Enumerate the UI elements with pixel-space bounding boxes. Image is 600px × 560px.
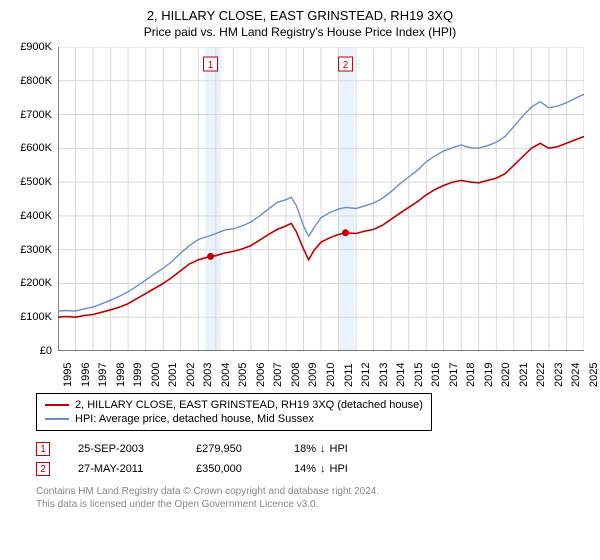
x-tick-label: 2024: [570, 363, 574, 387]
legend-label: HPI: Average price, detached house, Mid …: [75, 413, 314, 425]
x-tick-label: 1999: [132, 363, 136, 387]
chart-subtitle: Price paid vs. HM Land Registry's House …: [12, 25, 588, 39]
event-marker: 2: [36, 462, 50, 476]
x-tick-label: 2018: [465, 363, 469, 387]
x-tick-label: 2020: [500, 363, 504, 387]
x-axis-labels: 1995 1996 1997 1998 1999 2000 2001 2002 2003 2004…: [58, 353, 584, 387]
x-tick-label: 2023: [553, 363, 557, 387]
event-delta-arrow-icon: ↓: [320, 443, 326, 455]
x-tick-label: 2008: [290, 363, 294, 387]
event-delta-arrow-icon: ↓: [320, 463, 326, 475]
x-tick-label: 2011: [343, 363, 347, 387]
y-tick-label: £400K: [20, 210, 52, 222]
svg-text:1: 1: [208, 60, 214, 71]
legend-item: HPI: Average price, detached house, Mid …: [45, 412, 423, 426]
y-tick-label: £100K: [20, 311, 52, 323]
x-tick-label: 2002: [185, 363, 189, 387]
legend-label: 2, HILLARY CLOSE, EAST GRINSTEAD, RH19 3…: [75, 399, 423, 411]
event-delta: 14% ↓ HPI: [294, 463, 348, 475]
event-price: £279,950: [196, 443, 266, 455]
legend-item: 2, HILLARY CLOSE, EAST GRINSTEAD, RH19 3…: [45, 398, 423, 412]
event-delta-vs: HPI: [330, 443, 348, 455]
x-tick-label: 2004: [220, 363, 224, 387]
event-date: 25-SEP-2003: [78, 443, 168, 455]
x-tick-label: 2014: [395, 363, 399, 387]
x-tick-label: 1995: [62, 363, 66, 387]
event-date: 27-MAY-2011: [78, 463, 168, 475]
chart-area: £0 £100K £200K £300K £400K £500K £600K £700K £80…: [12, 47, 588, 387]
x-tick-label: 2010: [325, 363, 329, 387]
legend: 2, HILLARY CLOSE, EAST GRINSTEAD, RH19 3…: [36, 393, 432, 431]
y-tick-label: £500K: [20, 176, 52, 188]
svg-text:2: 2: [343, 60, 349, 71]
x-tick-label: 2012: [360, 363, 364, 387]
x-tick-label: 2025: [588, 363, 592, 387]
y-axis-labels: £0£100K£200K£300K£400K£500K£600K£700K£80…: [12, 47, 56, 351]
x-tick-label: 1997: [97, 363, 101, 387]
event-row: 1 25-SEP-2003 £279,950 18% ↓ HPI: [36, 439, 588, 459]
y-tick-label: £0: [40, 345, 52, 357]
footer-attribution: Contains HM Land Registry data © Crown c…: [36, 485, 588, 511]
plot-area: 12: [58, 47, 584, 351]
event-marker: 1: [36, 442, 50, 456]
x-tick-label: 2003: [202, 363, 206, 387]
y-tick-label: £700K: [20, 109, 52, 121]
footer-line-1: Contains HM Land Registry data © Crown c…: [36, 485, 588, 498]
x-tick-label: 2013: [378, 363, 382, 387]
event-table: 1 25-SEP-2003 £279,950 18% ↓ HPI 2 27-MAY-2011 £…: [36, 439, 588, 479]
x-tick-label: 2019: [483, 363, 487, 387]
y-tick-label: £200K: [20, 277, 52, 289]
chart-title: 2, HILLARY CLOSE, EAST GRINSTEAD, RH19 3…: [12, 8, 588, 23]
y-tick-label: £900K: [20, 41, 52, 53]
event-delta-vs: HPI: [330, 463, 348, 475]
x-tick-label: 2017: [448, 363, 452, 387]
event-delta-pct: 18%: [294, 443, 316, 455]
chart-container: 2, HILLARY CLOSE, EAST GRINSTEAD, RH19 3…: [0, 0, 600, 560]
y-tick-label: £300K: [20, 244, 52, 256]
x-tick-label: 1998: [115, 363, 119, 387]
x-tick-label: 2000: [150, 363, 154, 387]
x-tick-label: 2015: [413, 363, 417, 387]
x-tick-label: 2022: [535, 363, 539, 387]
event-price: £350,000: [196, 463, 266, 475]
event-row: 2 27-MAY-2011 £350,000 14% ↓ HPI: [36, 459, 588, 479]
y-tick-label: £600K: [20, 142, 52, 154]
legend-swatch: [45, 418, 69, 420]
legend-swatch: [45, 404, 69, 406]
event-delta-pct: 14%: [294, 463, 316, 475]
x-tick-label: 2006: [255, 363, 259, 387]
x-tick-label: 2007: [272, 363, 276, 387]
footer-line-2: This data is licensed under the Open Gov…: [36, 498, 588, 511]
x-tick-label: 2009: [307, 363, 311, 387]
x-tick-label: 2021: [518, 363, 522, 387]
x-tick-label: 2016: [430, 363, 434, 387]
event-delta: 18% ↓ HPI: [294, 443, 348, 455]
x-tick-label: 2005: [237, 363, 241, 387]
y-tick-label: £800K: [20, 75, 52, 87]
chart-svg: 12: [58, 47, 584, 351]
x-tick-label: 2001: [167, 363, 171, 387]
x-tick-label: 1996: [80, 363, 84, 387]
